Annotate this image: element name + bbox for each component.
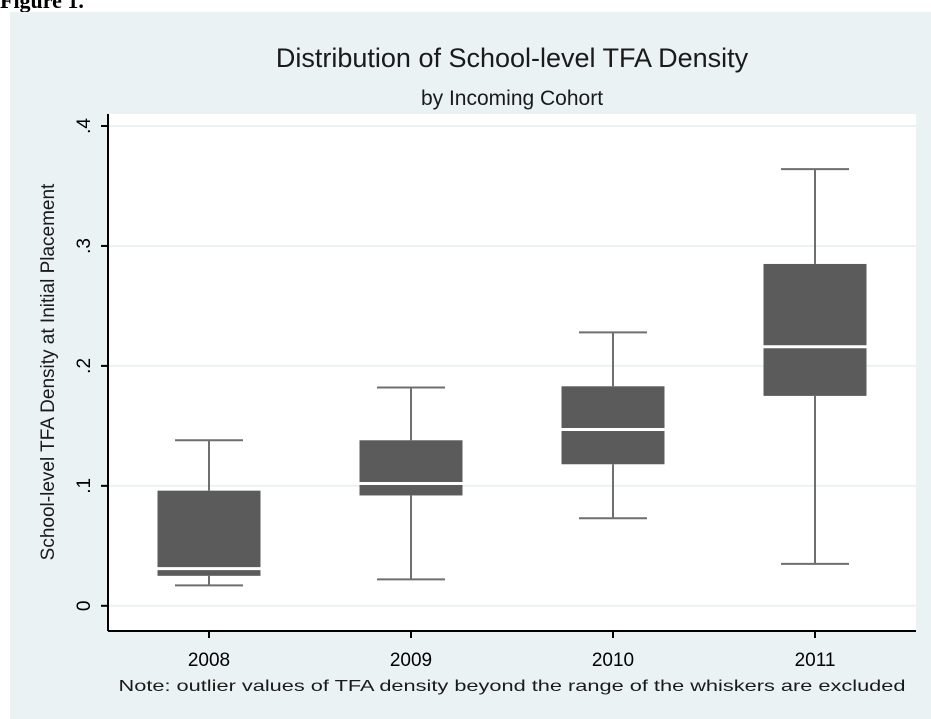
x-ticks: 2008 2009 2010 2011	[188, 631, 836, 671]
gridlines	[108, 124, 916, 607]
x-tick-label: 2011	[795, 650, 836, 671]
y-ticks: 0 .1 .2 .3 .4	[74, 118, 108, 611]
y-tick-label: .4	[74, 118, 95, 134]
boxes	[157, 168, 867, 587]
chart-title: Distribution of School-level TFA Density	[276, 43, 749, 73]
box-2009	[359, 386, 463, 581]
y-axis-label: School-level TFA Density at Initial Plac…	[38, 183, 59, 560]
x-tick-label: 2009	[390, 650, 432, 671]
figure-heading: Figure 1.	[0, 0, 84, 13]
interquartile-box	[763, 263, 867, 396]
box-2010	[561, 331, 665, 520]
y-tick-label: .1	[74, 478, 95, 494]
box-2011	[763, 168, 867, 565]
interquartile-box	[359, 440, 463, 496]
interquartile-box	[157, 490, 261, 576]
y-tick-label: .3	[74, 238, 95, 254]
y-tick-label: 0	[74, 601, 95, 612]
interquartile-box	[561, 386, 665, 465]
chart-note: Note: outlier values of TFA density beyo…	[119, 678, 906, 695]
box-2008	[157, 439, 261, 587]
chart-subtitle: by Incoming Cohort	[421, 87, 603, 110]
x-tick-label: 2008	[188, 650, 230, 671]
x-tick-label: 2010	[592, 650, 634, 671]
y-tick-label: .2	[74, 358, 95, 374]
